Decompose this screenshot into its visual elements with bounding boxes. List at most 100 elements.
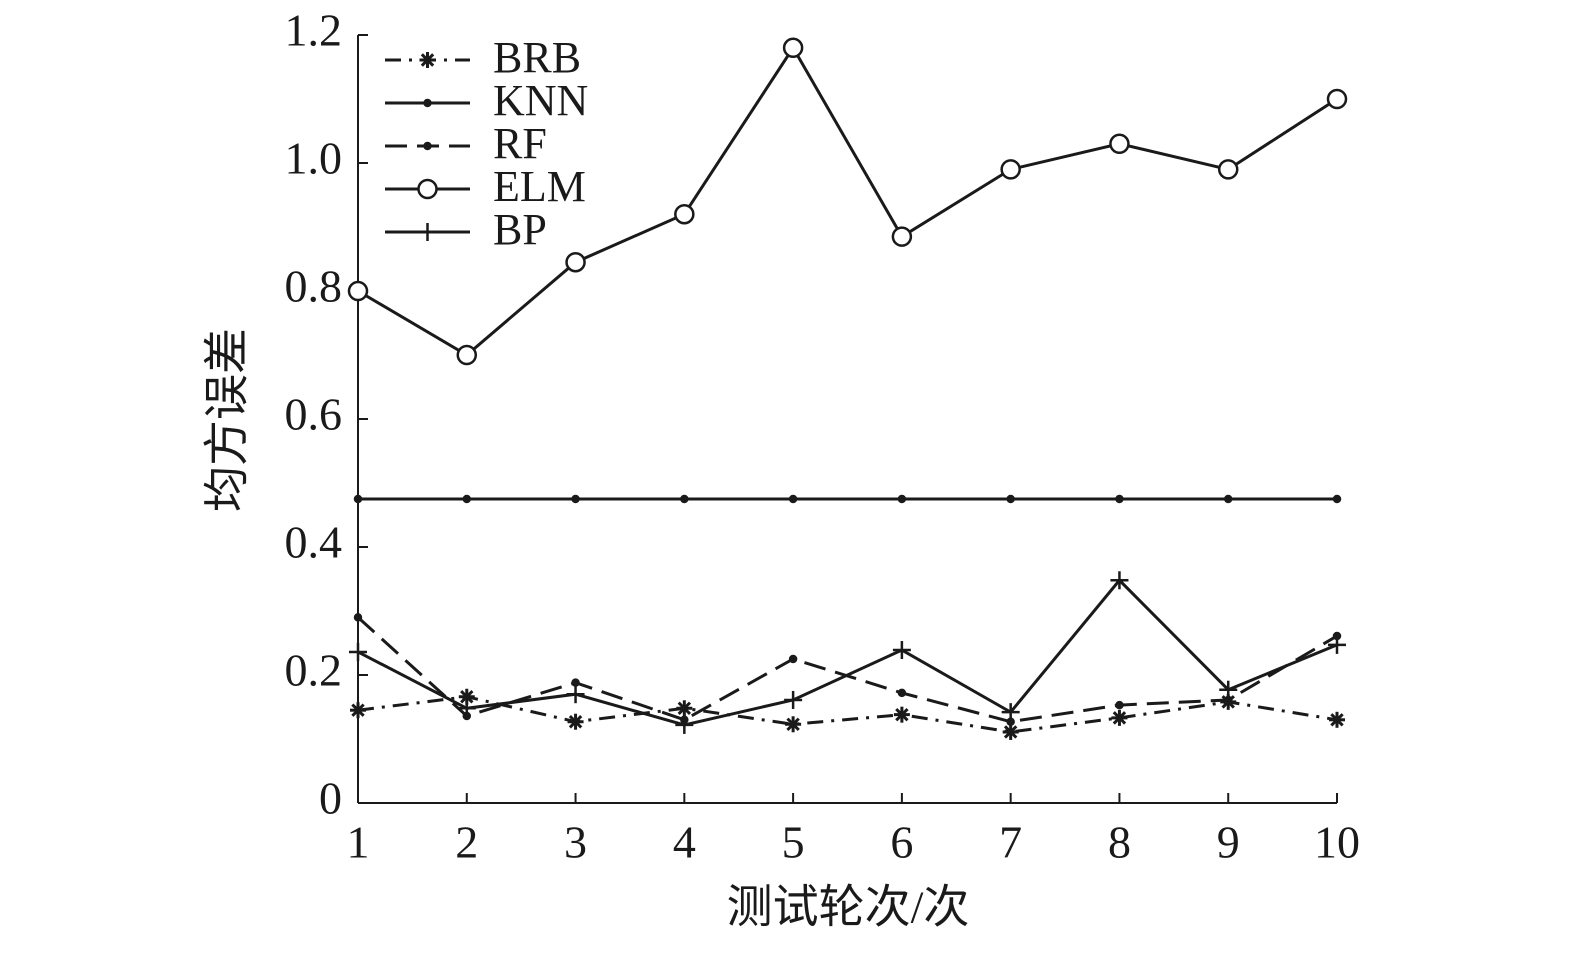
marker xyxy=(567,713,584,730)
y-tick-label: 0 xyxy=(319,773,342,824)
marker-part xyxy=(788,494,798,504)
marker-part xyxy=(677,701,692,715)
marker-part xyxy=(565,251,586,273)
marker-part xyxy=(1000,159,1021,180)
y-axis-label: 均方误差 xyxy=(202,328,253,512)
marker xyxy=(350,702,366,719)
x-tick-label: 2 xyxy=(455,817,478,868)
marker xyxy=(353,613,363,622)
marker xyxy=(456,344,478,366)
marker xyxy=(892,641,911,660)
marker xyxy=(349,642,367,661)
marker xyxy=(418,223,437,241)
marker xyxy=(1111,709,1128,726)
marker xyxy=(1217,159,1239,180)
marker xyxy=(897,494,907,504)
series-line xyxy=(357,695,1338,734)
marker xyxy=(565,251,586,273)
y-tick-label: 0.6 xyxy=(285,389,343,440)
marker xyxy=(571,678,580,687)
x-tick-label: 3 xyxy=(564,817,587,868)
marker-part xyxy=(1330,713,1344,727)
marker-part xyxy=(456,344,478,366)
marker xyxy=(1326,88,1348,110)
x-tick-label: 1 xyxy=(347,817,370,868)
series-line xyxy=(357,44,1338,357)
x-tick-label: 10 xyxy=(1314,817,1360,868)
legend-label: BRB xyxy=(493,33,581,82)
marker xyxy=(423,141,432,151)
marker-part xyxy=(680,494,689,504)
marker-part xyxy=(895,707,909,722)
marker-part xyxy=(568,715,583,729)
marker-part xyxy=(423,141,432,151)
marker-part xyxy=(417,178,438,200)
marker xyxy=(462,494,472,504)
y-tick-label: 1.2 xyxy=(285,5,343,56)
marker-part xyxy=(1115,494,1124,504)
marker-part xyxy=(1326,88,1348,110)
y-tick-label: 0.4 xyxy=(285,517,343,568)
marker xyxy=(675,715,694,734)
marker xyxy=(1001,703,1020,722)
marker xyxy=(676,700,693,717)
marker-part xyxy=(891,226,913,247)
marker xyxy=(1328,635,1346,654)
marker-part xyxy=(1332,494,1342,504)
series-line xyxy=(357,578,1338,727)
marker-part xyxy=(786,717,800,731)
marker xyxy=(1115,700,1124,710)
marker xyxy=(891,226,913,247)
marker-part xyxy=(1223,494,1233,504)
marker-part xyxy=(782,37,804,59)
x-tick-label: 8 xyxy=(1108,817,1131,868)
marker-part xyxy=(460,690,474,704)
marker xyxy=(788,654,798,664)
marker-part xyxy=(897,494,907,504)
x-tick-label: 9 xyxy=(1217,817,1240,868)
marker xyxy=(457,699,476,718)
marker xyxy=(353,494,363,504)
marker-part xyxy=(1003,725,1018,739)
marker xyxy=(674,203,695,225)
marker-part xyxy=(571,494,580,504)
marker xyxy=(1219,680,1238,699)
marker-part xyxy=(1115,700,1124,710)
x-axis-label: 测试轮次/次 xyxy=(727,882,970,933)
y-tick-label: 1.0 xyxy=(285,133,343,184)
marker-part xyxy=(1217,159,1239,180)
marker-part xyxy=(347,280,369,302)
marker xyxy=(419,52,436,68)
marker-part xyxy=(1006,494,1015,504)
x-tick-label: 6 xyxy=(890,817,913,868)
marker xyxy=(571,494,580,504)
marker xyxy=(423,98,432,108)
marker-part xyxy=(571,678,580,687)
marker xyxy=(1329,711,1345,728)
marker-part xyxy=(420,53,435,67)
marker xyxy=(1002,723,1019,740)
legend-label: RF xyxy=(493,119,547,168)
marker xyxy=(784,690,803,709)
x-tick-label: 7 xyxy=(999,817,1022,868)
legend-label: ELM xyxy=(493,162,586,211)
marker xyxy=(893,706,910,723)
marker xyxy=(1006,494,1015,504)
marker xyxy=(782,37,804,59)
marker-part xyxy=(1112,711,1127,725)
marker-part xyxy=(674,203,695,225)
legend-label: KNN xyxy=(493,76,588,125)
marker-part xyxy=(897,688,907,698)
legend-label: BP xyxy=(493,205,547,254)
marker-part xyxy=(788,654,798,664)
marker xyxy=(680,494,689,504)
marker xyxy=(785,716,802,733)
marker xyxy=(1000,159,1021,180)
marker xyxy=(1109,133,1130,155)
marker xyxy=(1332,494,1342,504)
y-tick-label: 0.8 xyxy=(285,261,343,312)
marker xyxy=(1223,494,1233,504)
marker-part xyxy=(351,703,365,717)
